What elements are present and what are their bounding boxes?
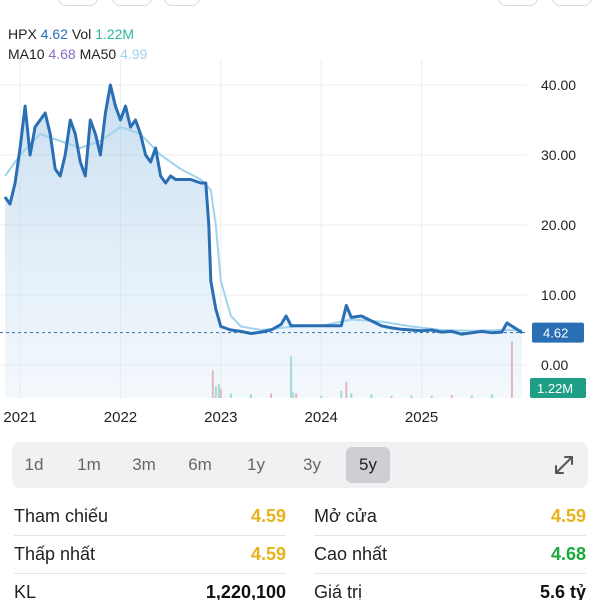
volume-tag-text: 1.22M [537, 381, 573, 396]
y-tick-label: 0.00 [541, 357, 568, 373]
x-tick-label: 2025 [405, 409, 438, 426]
legend-ma50-label: MA50 [79, 46, 117, 62]
legend-row-ma: MA10 4.68 MA50 4.99 [8, 44, 147, 64]
stat-high: Cao nhất 4.68 [314, 536, 586, 574]
legend-ma50: 4.99 [120, 46, 148, 62]
x-tick-label: 2024 [305, 409, 338, 426]
range-selector: 1d 1m 3m 6m 1y 3y 5y [12, 442, 588, 488]
stat-value: 4.59 [550, 506, 586, 526]
range-5y-button[interactable]: 5y [346, 447, 390, 483]
y-tick-label: 40.00 [541, 77, 576, 93]
stat-label: Giá trị [314, 582, 363, 600]
chart-legend: HPX 4.62 Vol 1.22M MA10 4.68 MA50 4.99 [8, 24, 147, 64]
stat-low: Thấp nhất 4.59 [14, 536, 286, 574]
stat-open: Mở cửa 4.59 [314, 498, 586, 536]
y-tick-label: 10.00 [541, 287, 576, 303]
stats-row: Thấp nhất 4.59 Cao nhất 4.68 [0, 536, 600, 574]
stat-value: 4.59 [250, 544, 286, 564]
range-1d-button[interactable]: 1d [24, 455, 44, 474]
legend-symbol: HPX [8, 26, 37, 42]
toolbar-pill[interactable] [58, 0, 98, 6]
stat-value: 1,220,100 [205, 582, 286, 600]
top-toolbar [0, 0, 600, 10]
legend-vol: 1.22M [95, 26, 135, 42]
stat-volume: KL 1,220,100 [14, 574, 286, 600]
stat-label: Mở cửa [314, 506, 377, 526]
price-chart[interactable]: 40.00 30.00 20.00 10.00 0.00 2021 2022 2023 202… [0, 60, 600, 430]
legend-vol-label: Vol [71, 26, 92, 42]
stat-value: 5.6 tỷ [539, 582, 586, 600]
toolbar-pill[interactable] [164, 0, 200, 6]
y-tick-label: 20.00 [541, 217, 576, 233]
x-tick-label: 2022 [104, 409, 137, 426]
stats-row: KL 1,220,100 Giá trị 5.6 tỷ [0, 574, 600, 600]
stat-reference: Tham chiếu 4.59 [14, 498, 286, 536]
price-line [3, 83, 523, 336]
stat-label: KL [14, 582, 37, 600]
toolbar-pill[interactable] [112, 0, 152, 6]
legend-row-price: HPX 4.62 Vol 1.22M [8, 24, 147, 44]
stat-value: 4.68 [550, 544, 586, 564]
price-tag-text: 4.62 [543, 326, 568, 341]
toolbar-pill[interactable] [498, 0, 538, 6]
range-3m-button[interactable]: 3m [132, 455, 156, 474]
range-1m-button[interactable]: 1m [77, 455, 101, 474]
volume-tag: 1.22M [530, 378, 586, 398]
stat-label: Tham chiếu [14, 506, 109, 526]
legend-ma10: 4.68 [48, 46, 76, 62]
x-tick-label: 2021 [3, 409, 36, 426]
range-1y-button[interactable]: 1y [247, 455, 265, 474]
range-6m-button[interactable]: 6m [188, 455, 212, 474]
price-area [5, 85, 522, 398]
stat-value-traded: Giá trị 5.6 tỷ [314, 574, 586, 600]
y-tick-label: 30.00 [541, 147, 576, 163]
stat-label: Cao nhất [314, 544, 388, 564]
legend-price: 4.62 [40, 26, 68, 42]
legend-ma10-label: MA10 [8, 46, 45, 62]
stat-value: 4.59 [250, 506, 286, 526]
price-tag: 4.62 [532, 322, 584, 343]
expand-icon[interactable] [552, 453, 576, 477]
toolbar-pill[interactable] [552, 0, 592, 6]
range-3y-button[interactable]: 3y [303, 455, 321, 474]
stats-row: Tham chiếu 4.59 Mở cửa 4.59 [0, 498, 600, 536]
stat-label: Thấp nhất [14, 544, 96, 564]
x-tick-label: 2023 [204, 409, 237, 426]
